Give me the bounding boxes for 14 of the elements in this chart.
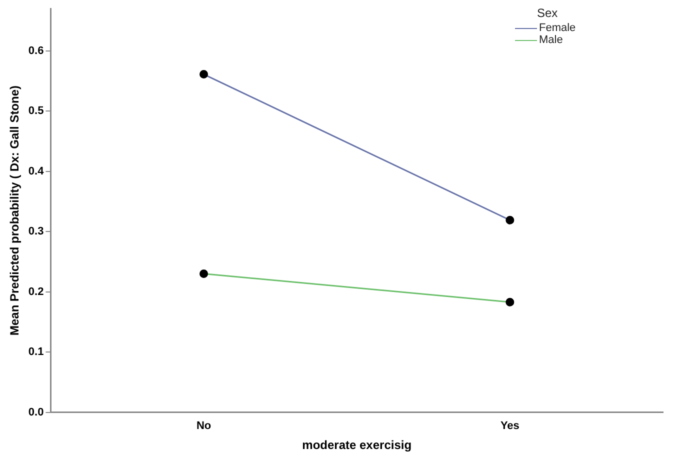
y-tick-label: 0.5 [28, 105, 44, 118]
x-tick-label: No [196, 420, 212, 432]
y-tick-label: 0.2 [28, 286, 44, 298]
legend-label: Female [539, 22, 576, 34]
y-tick-label: 0.3 [28, 226, 44, 238]
x-axis-title: moderate exercisig [302, 438, 412, 452]
legend-label: Male [539, 34, 563, 46]
legend-title: Sex [537, 6, 559, 20]
y-tick-label: 0.1 [28, 346, 44, 358]
y-tick-label: 0.4 [28, 165, 45, 178]
y-axis-title: Mean Predicted probability ( Dx: Gall Stone) [8, 85, 22, 336]
y-tick-label: 0.6 [28, 44, 44, 57]
y-tick-label: 0.0 [28, 406, 44, 418]
x-tick-label: Yes [500, 420, 520, 432]
